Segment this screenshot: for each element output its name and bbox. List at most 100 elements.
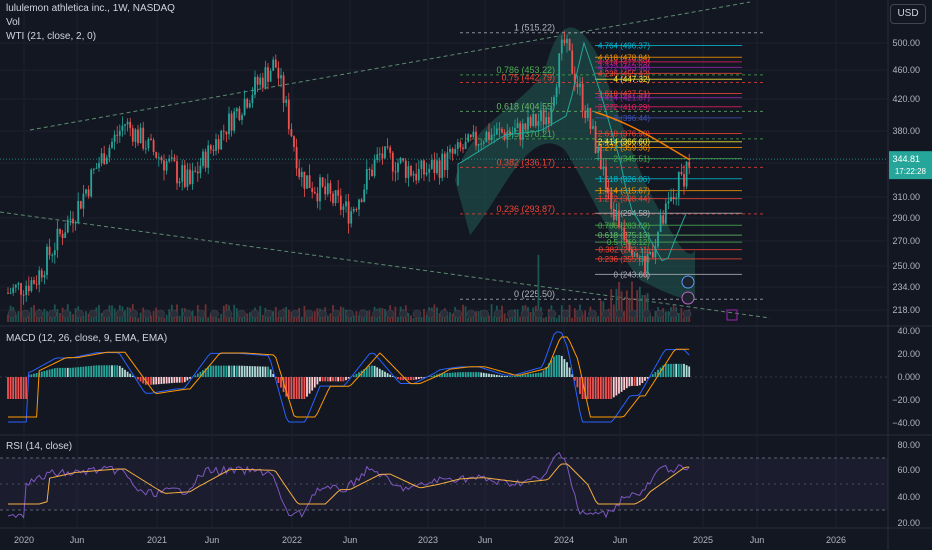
macd-histogram-bar: [651, 374, 654, 377]
volume-bar: [529, 312, 532, 322]
volume-bar: [14, 314, 17, 322]
candle-body: [272, 59, 275, 71]
candle-body: [53, 250, 56, 256]
macd-histogram-bar: [251, 366, 254, 377]
candle-body: [495, 128, 498, 135]
macd-histogram-bar: [511, 376, 514, 377]
volume-bar: [537, 254, 540, 322]
volume-bar: [202, 314, 204, 322]
macd-histogram-bar: [412, 377, 415, 381]
volume-bar: [620, 291, 623, 322]
macd-histogram-bar: [537, 372, 540, 377]
volume-bar: [472, 313, 475, 322]
volume-bar: [303, 305, 306, 322]
candle-body: [394, 171, 397, 173]
macd-histogram-bar: [482, 372, 485, 377]
rsi-legend[interactable]: RSI (14, close): [6, 441, 73, 452]
volume-bar: [438, 313, 441, 322]
volume-bar: [511, 315, 514, 322]
macd-histogram-bar: [664, 363, 667, 377]
volume-bar: [365, 310, 368, 322]
volume-bar: [685, 316, 688, 322]
macd-histogram-bar: [129, 373, 132, 377]
macd-histogram-bar: [389, 374, 392, 377]
candle-body: [446, 152, 449, 170]
fib-extension-label: 4.414 (472.09): [598, 58, 650, 67]
macd-histogram-bar: [329, 377, 332, 382]
macd-histogram-bar: [194, 375, 197, 377]
macd-histogram-bar: [462, 372, 464, 377]
candle-body: [12, 287, 15, 293]
earnings-marker: [75, 309, 84, 319]
candle-body: [638, 256, 641, 258]
macd-legend[interactable]: MACD (12, 26, close, 9, EMA, EMA): [6, 333, 168, 344]
candle-body: [688, 161, 691, 167]
candle-body: [602, 166, 605, 170]
candle-body: [423, 160, 425, 175]
volume-bar: [597, 315, 600, 322]
macd-histogram-bar: [563, 359, 566, 377]
earnings-marker: [466, 309, 476, 319]
candle-body: [339, 195, 342, 210]
macd-histogram-bar: [168, 377, 171, 384]
candle-body: [547, 117, 550, 124]
macd-histogram-bar: [675, 363, 678, 377]
price-axis-label: 500.00: [892, 38, 920, 48]
macd-histogram-bar: [199, 371, 202, 377]
macd-histogram-bar: [241, 365, 243, 377]
macd-histogram-bar: [124, 369, 126, 377]
candle-body: [51, 255, 54, 257]
macd-histogram-bar: [225, 365, 228, 377]
fib-level-label: 0.382 (336.17): [496, 157, 555, 167]
macd-histogram-bar: [599, 377, 602, 399]
macd-histogram-bar: [134, 377, 137, 378]
wti-upper-line: [594, 111, 691, 161]
candle-body: [646, 254, 649, 274]
macd-histogram-bar: [355, 373, 358, 377]
macd-histogram-bar: [33, 373, 35, 377]
earnings-marker: [264, 309, 273, 319]
candle-body: [443, 153, 446, 170]
candle-body: [657, 232, 659, 247]
macd-histogram-bar: [371, 365, 373, 377]
candle-body: [607, 189, 610, 192]
candle-body: [7, 292, 9, 294]
candle-body: [511, 132, 514, 135]
rsi-ma-line: [8, 463, 690, 505]
candle-body: [160, 157, 163, 161]
earnings-marker: [331, 309, 341, 319]
candle-body: [454, 148, 457, 154]
candle-body: [295, 146, 298, 169]
macd-histogram-bar: [503, 376, 506, 377]
macd-histogram-bar: [628, 377, 631, 387]
macd-histogram-bar: [394, 377, 397, 378]
macd-histogram-bar: [332, 377, 334, 382]
volume-legend[interactable]: Vol: [6, 17, 20, 28]
candle-body: [241, 115, 243, 120]
macd-histogram-bar: [157, 377, 160, 385]
symbol-title[interactable]: lululemon athletica inc., 1W, NASDAQ: [6, 3, 175, 14]
macd-histogram-bar: [646, 377, 649, 379]
volume-bar: [488, 315, 490, 322]
macd-histogram-bar: [534, 373, 537, 377]
candle-body: [592, 126, 594, 129]
macd-histogram-bar: [7, 377, 9, 399]
candle-body: [467, 134, 470, 142]
earnings-marker: [534, 309, 543, 319]
volume-bar: [313, 311, 316, 322]
macd-histogram-bar: [451, 372, 454, 377]
macd-histogram-bar: [217, 365, 220, 377]
earnings-marker: [210, 309, 219, 319]
fib-extension-label: 0.236 (255.68): [598, 255, 650, 264]
candle-body: [667, 201, 670, 204]
wti-legend[interactable]: WTI (21, close, 2, 0): [6, 31, 97, 42]
price-axis-label: 270.00: [892, 236, 920, 246]
volume-bar: [246, 313, 249, 322]
macd-histogram-bar: [183, 377, 186, 383]
candle-body: [631, 249, 633, 256]
candle-body: [540, 110, 542, 122]
volume-bar: [235, 308, 238, 322]
currency-button[interactable]: USD: [890, 4, 926, 24]
candle-body: [597, 146, 600, 153]
